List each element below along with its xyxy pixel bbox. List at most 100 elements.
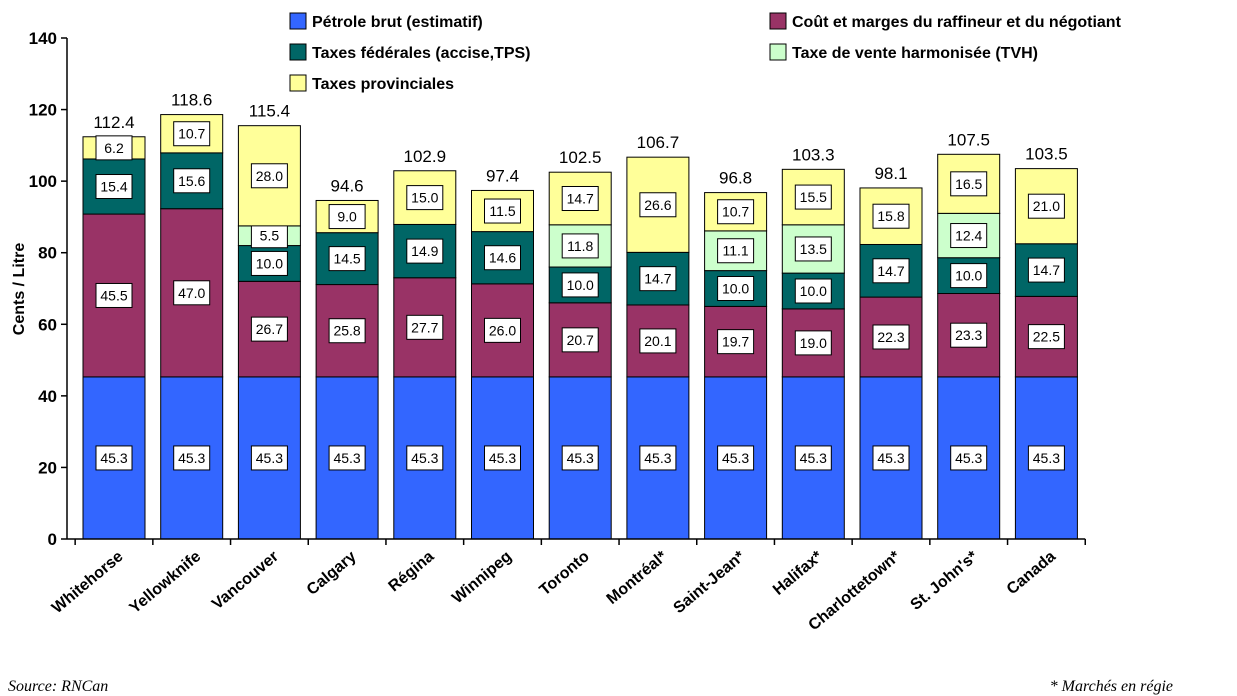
segment-value-label: 19.0 [800,335,827,351]
x-tick-label: Canada [1004,548,1059,598]
segment-value-label: 13.5 [800,241,827,257]
segment-value-label: 45.3 [100,450,127,466]
total-label: 118.6 [171,91,212,110]
segment-value-label: 47.0 [178,285,205,301]
segment-value-label: 6.2 [104,140,124,156]
segment-label-box [639,445,677,471]
segment-label-box [717,329,755,355]
segment-value-label: 26.6 [644,197,671,213]
segment-label-box [639,328,677,354]
segment-label-box [717,199,755,225]
x-tick-label: Halifax* [770,548,826,599]
segment-value-label: 10.0 [722,281,749,297]
segment-value-label: 15.8 [877,208,904,224]
segment-value-label: 45.3 [877,450,904,466]
segment-value-label: 12.4 [955,228,982,244]
segment-label-box [328,204,366,230]
segment-label-box [95,282,133,308]
plot-area: 45.3 45.5 15.4 6.2 112.4 45.3 47.0 15.6 10.7 118.… [29,29,1086,549]
x-tick-label: Régina [386,548,438,595]
total-label: 94.6 [331,176,364,195]
segment-label-box [1027,257,1065,283]
segment-label-box [1027,193,1065,219]
segment-value-label: 45.3 [333,450,360,466]
x-tick-label: Saint-Jean* [670,548,748,618]
segment-value-label: 22.3 [877,329,904,345]
total-label: 112.4 [93,113,134,132]
legend-entry: Taxes fédérales (accise,TPS) [312,45,531,62]
segment-value-label: 9.0 [337,209,357,225]
segment-value-label: 11.5 [489,203,515,219]
segment-label-box [406,314,444,340]
segment-value-label: 45.3 [644,450,671,466]
segment-value-label: 23.3 [955,327,982,343]
y-tick-label: 40 [38,387,57,406]
segment-label-box [484,245,521,271]
total-label: 115.4 [249,102,290,121]
segment-value-label: 14.7 [877,263,904,279]
segment-label-box [561,272,599,298]
total-label: 96.8 [719,169,752,188]
segment-label-box [561,445,599,471]
x-tick-label: Toronto [536,548,592,599]
segment-value-label: 45.3 [489,450,516,466]
segment-label-box [950,263,988,289]
segment-label-box [950,223,988,249]
segment-value-label: 45.3 [567,450,594,466]
segment-value-label: 45.3 [256,450,283,466]
y-tick-label: 100 [29,172,57,191]
segment-label-box [250,316,288,342]
legend-swatch [769,12,787,30]
segment-label-box [794,445,832,471]
y-tick-label: 0 [48,530,57,549]
legend-swatch [769,43,787,61]
segment-value-label: 10.7 [178,126,205,142]
total-label: 107.5 [947,130,990,149]
segment-label-box [872,445,910,471]
segment-value-label: 26.7 [256,321,283,337]
segment-value-label: 15.5 [800,189,827,205]
x-axis-labels: Whitehorse Yellowknife Vancouver Calgary Rég… [49,548,1059,635]
y-tick-label: 120 [29,101,57,120]
segment-label-box [95,174,133,200]
segment-value-label: 10.0 [256,255,283,271]
total-label: 103.5 [1025,145,1068,164]
total-label: 102.5 [559,148,602,167]
segment-value-label: 20.1 [644,333,671,349]
segment-label-box [173,168,211,194]
source-note: Source: RNCan [8,678,108,695]
markets-note: * Marchés en régie [1050,678,1173,695]
segment-value-label: 45.3 [411,450,438,466]
x-tick-label: Yellowknife [127,548,205,617]
segment-label-box [1027,324,1065,350]
segment-value-label: 19.7 [722,334,749,350]
segment-label-box [484,198,521,224]
segment-label-box [95,135,133,161]
segment-label-box [406,445,444,471]
segment-value-label: 15.0 [411,190,438,206]
segment-value-label: 20.7 [567,332,594,348]
segment-value-label: 22.5 [1033,329,1060,345]
segment-value-label: 14.7 [644,271,671,287]
segment-label-box [250,223,288,249]
x-tick-label: St. John's* [907,548,981,614]
segment-value-label: 14.7 [567,190,594,206]
total-label: 102.9 [404,147,447,166]
segment-label-box [872,203,910,229]
segment-value-label: 11.1 [722,243,748,259]
segment-label-box [328,246,366,272]
legend-entry: Taxes provinciales [312,76,454,93]
segment-label-box [250,250,288,276]
segment-label-box [717,445,755,471]
segment-value-label: 14.6 [489,250,516,266]
segment-value-label: 27.7 [411,319,438,335]
segment-label-box [406,238,444,264]
segment-value-label: 45.3 [1033,450,1060,466]
segment-label-box [484,317,521,343]
segment-label-box [328,318,366,344]
x-tick-label: Whitehorse [49,548,127,617]
segment-value-label: 11.8 [567,238,593,254]
segment-label-box [950,445,988,471]
segment-value-label: 10.7 [722,204,749,220]
